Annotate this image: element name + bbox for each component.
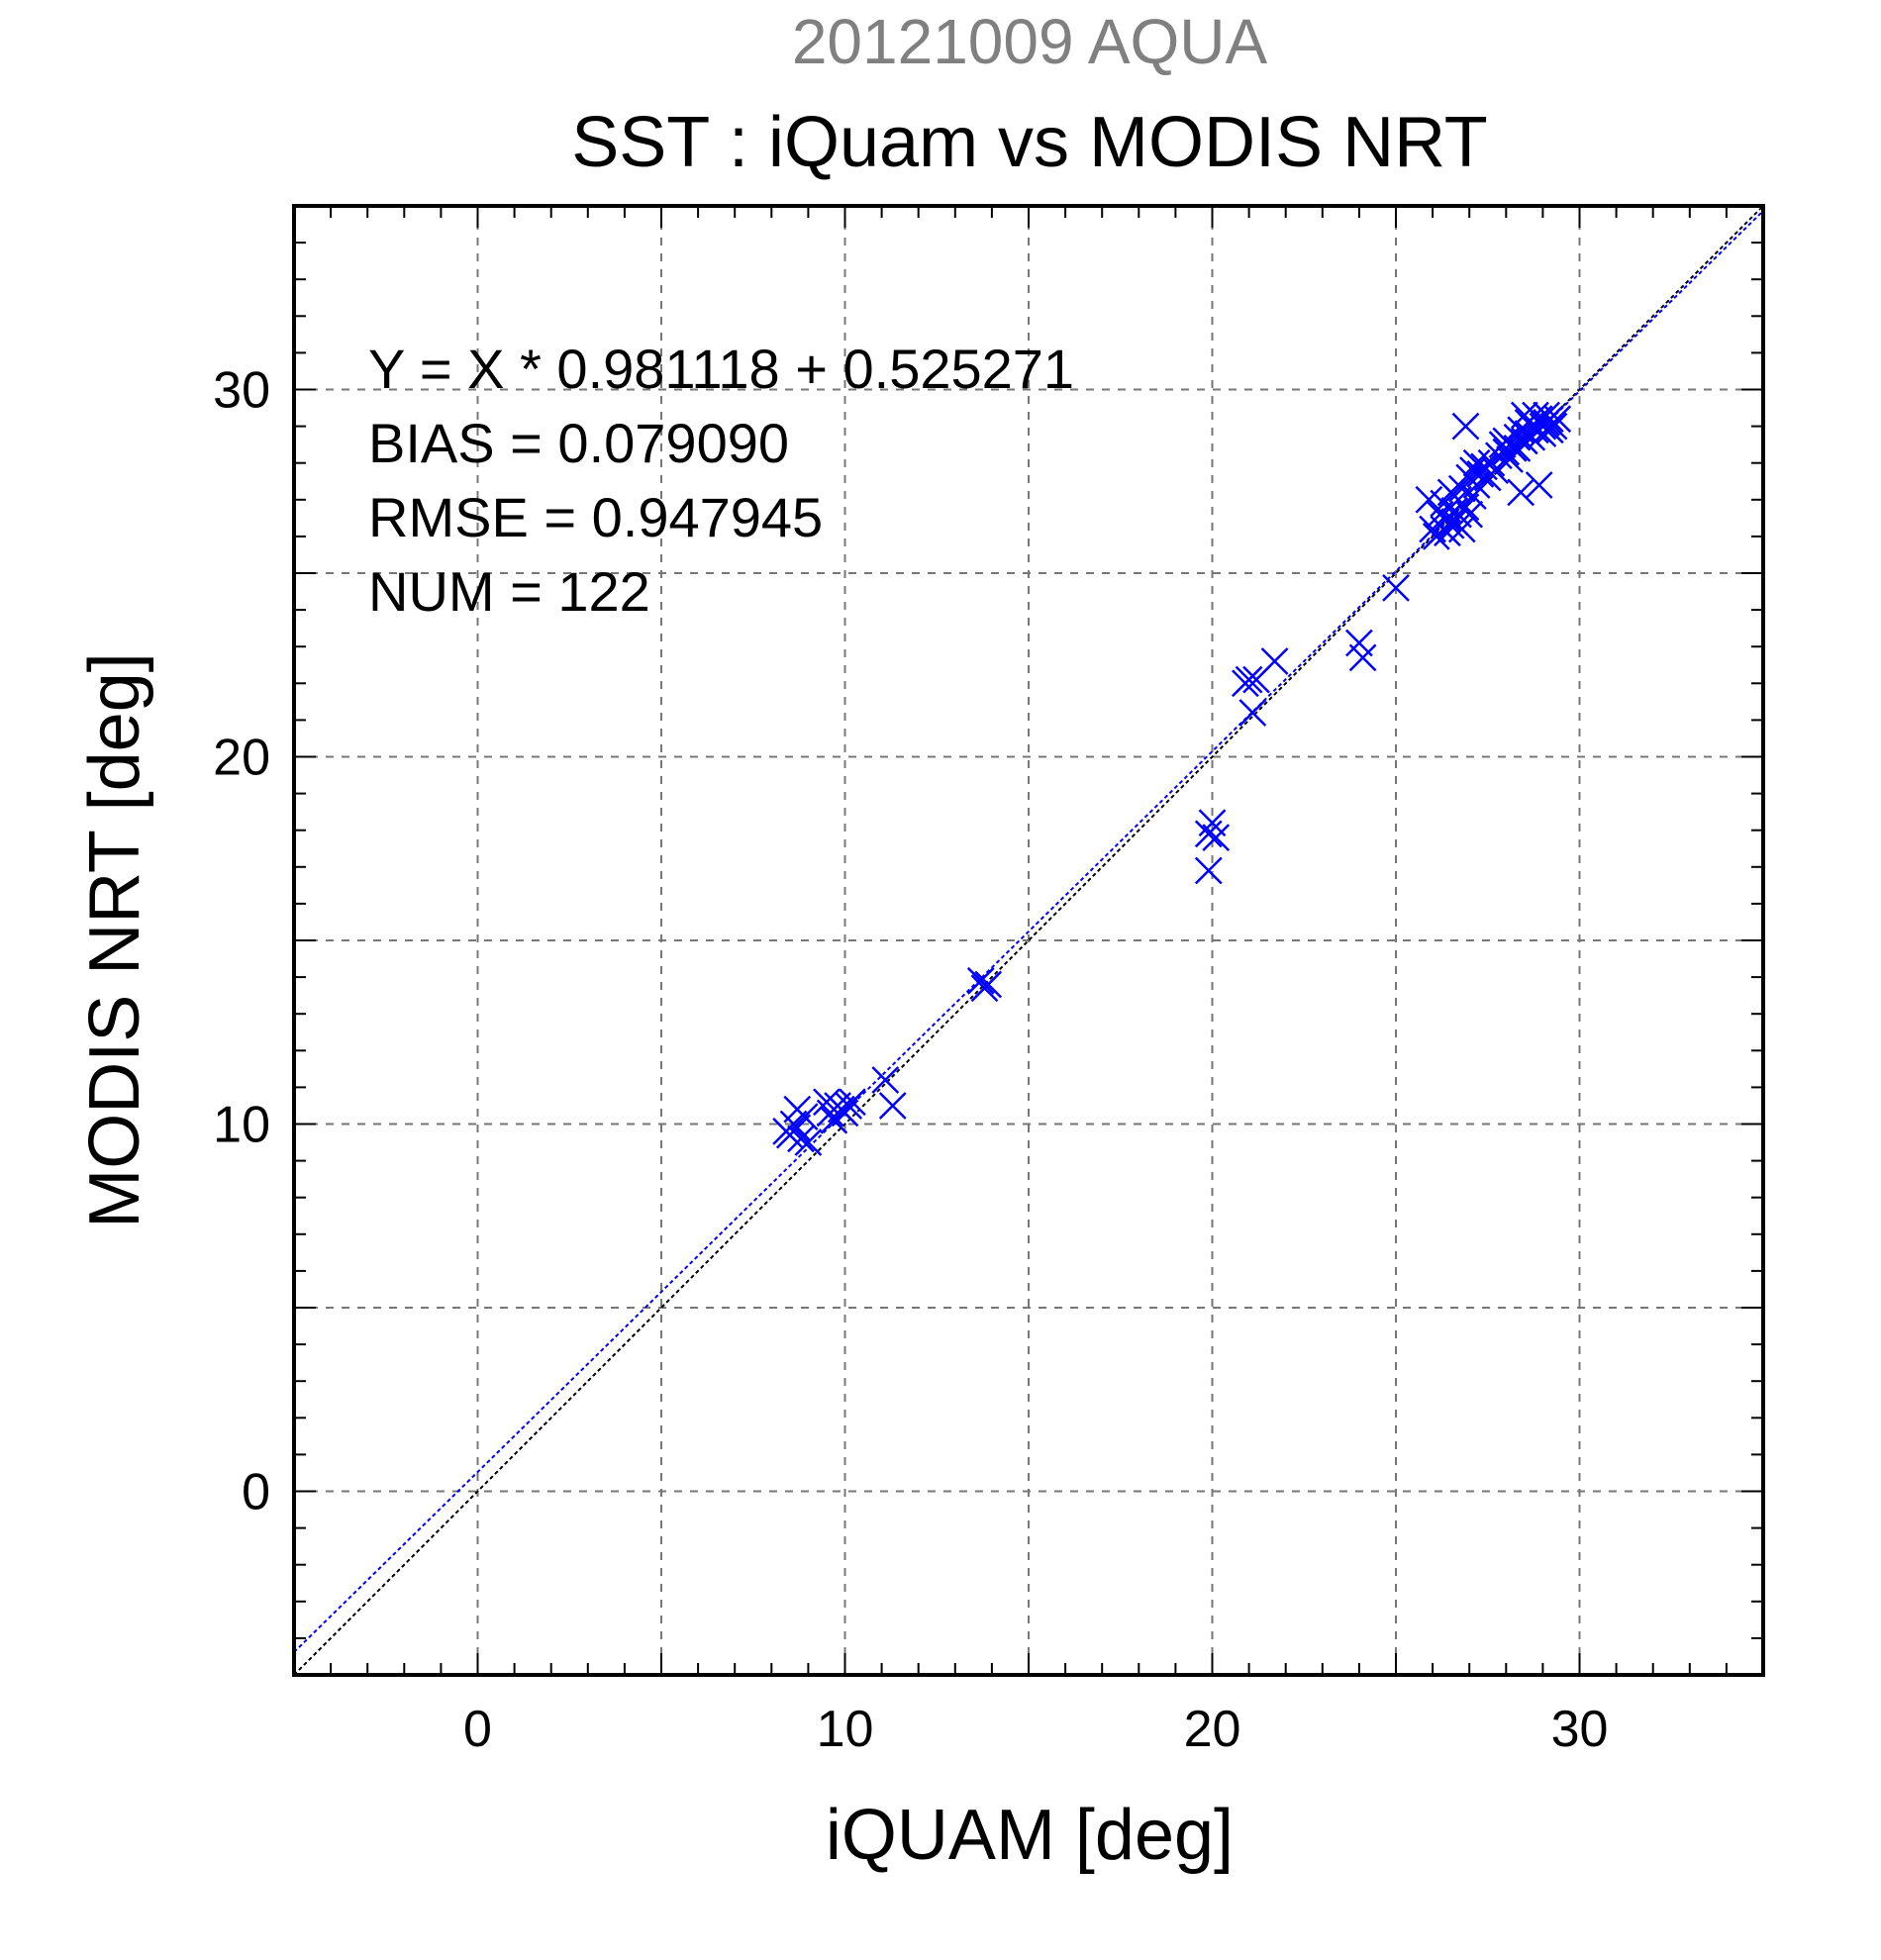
x-axis-label: iQUAM [deg] <box>826 1796 1234 1875</box>
y-axis-label: MODIS NRT [deg] <box>75 652 154 1228</box>
plot-frame <box>292 204 1765 1677</box>
data-point <box>1202 824 1231 852</box>
data-point <box>1462 448 1491 477</box>
data-point <box>1348 643 1377 672</box>
data-point <box>1194 856 1223 885</box>
chart-supertitle: 20121009 AQUA <box>792 6 1268 77</box>
chart-title: SST : iQuam vs MODIS NRT <box>571 103 1488 182</box>
data-point <box>1543 405 1572 434</box>
data-point <box>783 1114 812 1142</box>
data-point <box>831 1099 859 1127</box>
x-tick-labels: 0 10 20 30 <box>463 1701 1608 1758</box>
y-tick-label: 10 <box>213 1097 270 1154</box>
data-point <box>1194 820 1223 848</box>
y-tick-label: 0 <box>242 1464 270 1521</box>
x-tick-label: 30 <box>1551 1701 1609 1758</box>
x-tick-label: 0 <box>463 1701 492 1758</box>
data-points <box>772 401 1572 1156</box>
stat-bias: BIAS = 0.079090 <box>368 412 789 474</box>
y-tick-label: 20 <box>213 730 270 787</box>
data-point <box>878 1092 907 1120</box>
data-point <box>1492 438 1521 466</box>
data-point <box>1238 699 1267 727</box>
stat-fit-equation: Y = X * 0.981118 + 0.525271 <box>368 338 1074 400</box>
data-point <box>871 1066 900 1094</box>
data-point <box>1470 452 1498 481</box>
data-point <box>1503 423 1532 451</box>
data-point <box>1382 573 1410 602</box>
data-point <box>1455 500 1484 529</box>
data-point <box>1235 665 1263 694</box>
y-tick-label: 30 <box>213 362 270 420</box>
grid-lines <box>294 206 1763 1675</box>
data-point <box>966 966 995 995</box>
data-point <box>1260 647 1289 675</box>
data-point <box>974 970 1003 999</box>
x-tick-label: 20 <box>1184 1701 1241 1758</box>
y-tick-labels: 0 10 20 30 <box>213 362 270 1521</box>
data-point <box>794 1128 823 1156</box>
data-point <box>1507 478 1535 507</box>
stat-num: NUM = 122 <box>368 560 650 623</box>
data-point <box>1459 482 1487 510</box>
data-point <box>1525 471 1553 499</box>
stat-rmse: RMSE = 0.947945 <box>368 486 823 548</box>
x-tick-label: 10 <box>817 1701 874 1758</box>
data-point <box>1539 412 1568 441</box>
data-point <box>1451 412 1480 441</box>
data-point <box>1535 405 1564 434</box>
